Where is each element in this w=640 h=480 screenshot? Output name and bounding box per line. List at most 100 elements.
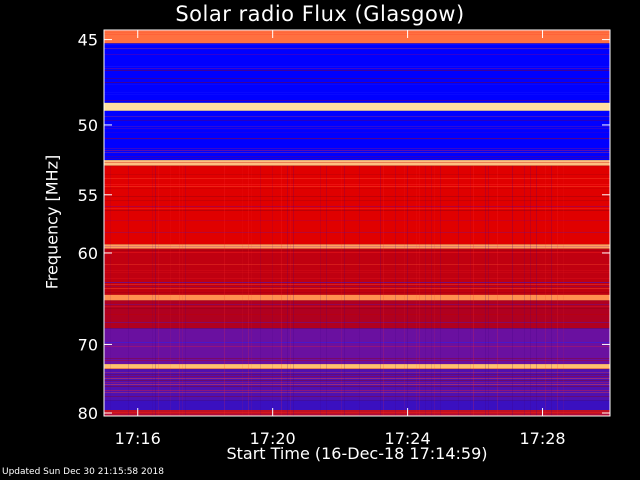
spectrum-stripe [104, 158, 610, 159]
y-axis-label: Frequency [MHz] [42, 154, 62, 290]
time-streak [128, 165, 129, 416]
spectrum-stripe [104, 250, 610, 251]
time-streak [440, 165, 441, 416]
time-streak [395, 165, 396, 416]
time-streak [416, 165, 417, 416]
time-streak [344, 165, 345, 416]
time-streak [341, 165, 342, 416]
spectrum-stripe [104, 138, 610, 139]
frequency-band [104, 364, 610, 370]
spectrum-stripe [104, 270, 610, 271]
spectrum-stripe [104, 188, 610, 189]
time-streak [152, 165, 153, 416]
spectrum-stripe [104, 386, 610, 387]
spectrum-stripe [104, 264, 610, 265]
frequency-band [104, 328, 610, 365]
spectrum-stripe [104, 360, 610, 361]
y-axis: 45 50 55 60 70 80 [78, 31, 610, 423]
spectrum-stripe [104, 70, 610, 71]
time-streak [434, 165, 435, 416]
spectrum-stripe [104, 100, 610, 101]
spectrum-stripe [104, 294, 610, 295]
spectrum-stripe [104, 166, 610, 167]
spectrum-stripe [104, 342, 610, 343]
time-streak [545, 165, 546, 416]
time-streak [431, 165, 432, 416]
time-streak [326, 165, 327, 416]
spectrum-stripe [104, 116, 610, 117]
x-tick-label: 17:28 [519, 429, 565, 448]
spectrum-stripe [104, 376, 610, 377]
y-tick-label: 80 [78, 404, 98, 423]
time-streak [242, 165, 243, 416]
chart-title: Solar radio Flux (Glasgow) [175, 2, 465, 26]
spectrum-stripe [104, 390, 610, 391]
time-streak [110, 165, 111, 416]
spectrum-stripe [104, 206, 610, 207]
spectrum-stripe [104, 306, 610, 307]
spectrum-stripe [104, 66, 610, 67]
spectrum-stripe [104, 84, 610, 85]
time-streak [485, 165, 486, 416]
spectrum-stripe [104, 374, 610, 375]
plot-frame [103, 29, 611, 417]
spectrum-stripe [104, 286, 610, 287]
time-streak [557, 165, 558, 416]
spectrum-stripe [104, 288, 610, 289]
time-streak [272, 165, 273, 416]
spectrum-stripe [104, 34, 610, 35]
spectrum-stripe [104, 126, 610, 127]
spectrum-stripe [104, 68, 610, 69]
spectrum-stripe [104, 44, 610, 45]
spectrum-stripe [104, 244, 610, 245]
spectrum-stripe [104, 392, 610, 393]
spectrum-stripe [104, 246, 610, 247]
time-streak [470, 165, 471, 416]
frequency-band [104, 300, 610, 329]
spectrum-stripe [104, 232, 610, 233]
spectrum-stripe [104, 156, 610, 157]
spectrum-stripe [104, 292, 610, 293]
frequency-band [104, 160, 610, 166]
time-streak [155, 165, 156, 416]
time-streak [524, 165, 525, 416]
frequency-band [104, 244, 610, 249]
frequency-band [104, 248, 610, 295]
y-tick-label: 45 [78, 31, 98, 50]
spectrum-stripe [104, 184, 610, 185]
time-streak [320, 165, 321, 416]
spectrum-stripe [104, 412, 610, 413]
spectrum-stripe [104, 128, 610, 129]
spectrum-stripe [104, 186, 610, 187]
spectrum-stripe [104, 368, 610, 369]
time-streak [170, 165, 171, 416]
spectrum-stripe [104, 346, 610, 347]
spectrum-stripe [104, 278, 610, 279]
frequency-band [104, 294, 610, 301]
x-tick-label: 17:16 [115, 429, 161, 448]
time-streak [497, 165, 498, 416]
time-streak [425, 165, 426, 416]
time-streak [404, 165, 405, 416]
time-streak [458, 165, 459, 416]
time-streak [473, 165, 474, 416]
frequency-band [104, 102, 610, 111]
spectrum-stripe [104, 94, 610, 95]
spectrum-stripe [104, 372, 610, 373]
x-tick-label: 17:20 [250, 429, 296, 448]
time-streak [287, 165, 288, 416]
time-streak [380, 165, 381, 416]
spectrum-stripe [104, 32, 610, 33]
spectrum-stripe [104, 358, 610, 359]
time-streak [179, 165, 180, 416]
spectrum-stripe [104, 378, 610, 379]
frequency-band [104, 400, 610, 410]
heatmap-layer [104, 30, 610, 416]
time-streak [530, 165, 531, 416]
spectrum-stripe [104, 290, 610, 291]
spectrum-stripe [104, 174, 610, 175]
spectrum-stripe [104, 150, 610, 151]
spectrum-stripe [104, 284, 610, 285]
time-streak [407, 165, 408, 416]
